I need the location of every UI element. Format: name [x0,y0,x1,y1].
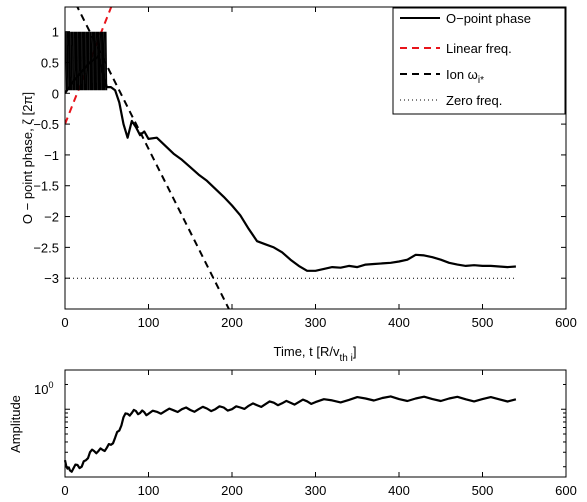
top-ticks: 0 100 200 300 400 500 600 −3 −2.5 −2 −1.5 −1 −0.5 0 0.… [33,7,577,330]
legend-label: O−point phase [446,11,531,26]
legend-label: Ion ωi* [446,67,484,86]
legend-label-text: Zero freq. [446,93,502,108]
bottom-panel: 0 100 200 300 400 500 600 100 Amplitude [8,369,577,498]
x-label-main: Time, t [R/v [274,344,340,359]
top-x-label: Time, t [R/vth i] [274,344,357,364]
bottom-y-tick-label: 100 [34,380,53,397]
bottom-x-tick-label: 300 [305,483,327,498]
o-point-phase-wrap-oscillation [65,31,108,93]
top-y-tick-label: −2.5 [33,240,59,255]
bottom-y-label: Amplitude [8,395,23,453]
o-point-phase-line [65,55,516,272]
top-x-tick-label: 300 [305,315,327,330]
legend-label: Zero freq. [446,93,502,108]
x-label-sub: th i [340,353,353,364]
top-x-tick-label: 400 [388,315,410,330]
legend: O−point phase Linear freq. Ion ωi* Zero fre… [392,7,566,115]
top-y-tick-label: −2 [44,210,59,225]
bottom-x-tick-label: 500 [472,483,494,498]
bottom-plot-area [63,395,517,473]
top-x-tick-label: 600 [555,315,577,330]
bottom-x-tick-label: 600 [555,483,577,498]
bottom-x-tick-label: 0 [61,483,68,498]
legend-label-text: Ion ω [446,67,478,82]
legend-label: Linear freq. [446,41,512,56]
top-y-label: O − point phase, ζ [2π] [20,92,35,224]
top-panel: 0 100 200 300 400 500 600 −3 −2.5 −2 −1.5 −1 −0.5 0 0.… [20,6,577,364]
y-tick-exp: 0 [48,380,53,390]
top-x-tick-label: 200 [221,315,243,330]
legend-label-text: Linear freq. [446,41,512,56]
legend-label-sub: i* [478,75,484,86]
bottom-ticks: 0 100 200 300 400 500 600 [61,369,577,498]
bottom-x-tick-label: 100 [138,483,160,498]
legend-box [392,7,566,115]
top-y-tick-label: 0 [52,86,59,101]
top-y-tick-label: −1.5 [33,179,59,194]
top-y-tick-label: 1 [52,25,59,40]
legend-label-text: O−point phase [446,11,531,26]
top-x-tick-label: 500 [472,315,494,330]
top-x-tick-label: 0 [61,315,68,330]
top-y-tick-label: −0.5 [33,117,59,132]
top-series-group [65,7,516,309]
top-x-tick-label: 100 [138,315,160,330]
linear-freq-line [65,7,113,125]
bottom-x-tick-label: 400 [388,483,410,498]
top-plot-area [65,7,516,309]
top-y-tick-label: −3 [44,271,59,286]
amplitude-line [63,395,517,473]
y-tick-base: 10 [34,382,48,397]
x-label-end: ] [353,344,357,359]
bottom-axes-frame [64,369,567,478]
top-y-tick-label: 0.5 [41,55,59,70]
top-y-tick-label: −1 [44,148,59,163]
bottom-x-tick-label: 200 [221,483,243,498]
